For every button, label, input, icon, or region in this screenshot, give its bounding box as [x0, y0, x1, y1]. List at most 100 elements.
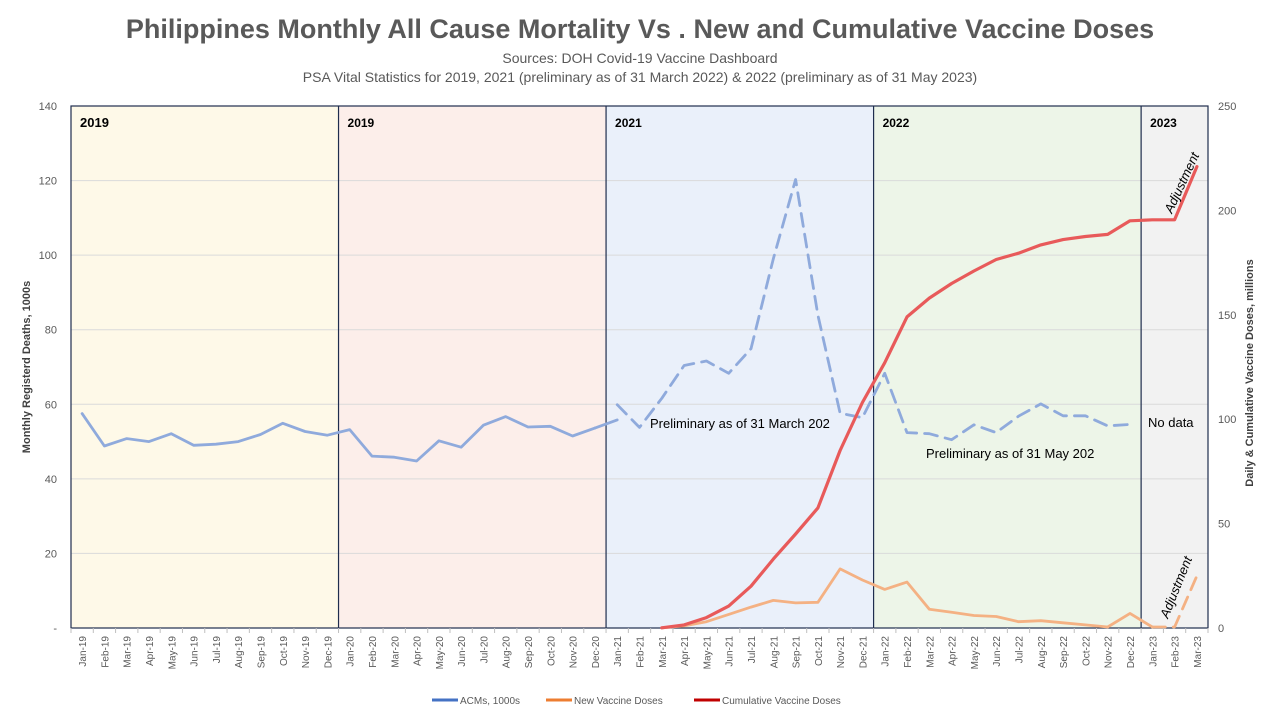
- x-tick-label: Jul-20: [479, 636, 490, 664]
- y-left-tick-label: 120: [39, 176, 57, 188]
- year-band-3: [873, 106, 1142, 628]
- x-tick-label: Feb-22: [903, 636, 914, 668]
- x-tick-label: Nov-19: [301, 636, 312, 669]
- data-series: [80, 165, 1199, 630]
- x-tick-label: Mar-21: [658, 636, 669, 668]
- x-tick-label: Feb-21: [636, 636, 647, 668]
- x-tick-label: Jan-20: [346, 636, 357, 667]
- x-tick-label: Jun-20: [457, 636, 468, 667]
- series-line-2-segment-0: [660, 165, 1199, 630]
- year-band-label: 2019: [348, 116, 375, 130]
- year-band-label: 2019: [80, 115, 109, 130]
- x-tick-label: Aug-21: [769, 636, 780, 669]
- y-right-tick-label: 250: [1218, 101, 1236, 113]
- year-band-label: 2023: [1150, 116, 1177, 130]
- x-tick-label: Dec-22: [1126, 636, 1137, 669]
- chart-title: Philippines Monthly All Cause Mortality …: [125, 14, 1155, 44]
- series-line-1-segment-1: [1150, 574, 1199, 629]
- year-band-0: [71, 106, 339, 628]
- y-left-tick-label: -: [53, 623, 57, 635]
- y-left-tick-label: 60: [45, 399, 57, 411]
- annotation-preliminary-2021: Preliminary as of 31 March 202: [650, 416, 830, 431]
- y-right-tick-label: 0: [1218, 623, 1224, 635]
- x-tick-label: Feb-20: [368, 636, 379, 668]
- legend-label-1: New Vaccine Doses: [574, 696, 663, 707]
- chart-subtitle-sources: Sources: DOH Covid-19 Vaccine Dashboard: [502, 50, 778, 66]
- x-tick-label: Sep-19: [257, 636, 268, 669]
- chart-subtitle-statistics: PSA Vital Statistics for 2019, 2021 (pre…: [302, 69, 978, 85]
- y-right-axis-title: Daily & Cumulative Vaccine Doses, millio…: [1244, 259, 1256, 486]
- x-tick-label: May-22: [970, 636, 981, 670]
- x-tick-label: Jun-21: [725, 636, 736, 667]
- x-tick-label: Jul-21: [747, 636, 758, 664]
- x-tick-label: May-19: [167, 636, 178, 670]
- year-band-label: 2021: [615, 116, 642, 130]
- y-right-tick-label: 50: [1218, 519, 1230, 531]
- x-tick-label: Jan-21: [613, 636, 624, 667]
- x-tick-label: Aug-20: [502, 636, 513, 669]
- x-tick-label: Nov-21: [836, 636, 847, 669]
- x-tick-label: Apr-20: [413, 636, 424, 666]
- x-tick-label: Nov-22: [1104, 636, 1115, 669]
- legend: ACMs, 1000s New Vaccine Doses Cumulative V…: [432, 696, 841, 707]
- x-tick-label: Mar-19: [123, 636, 134, 668]
- x-tick-label: Mar-22: [925, 636, 936, 668]
- annotation-no-data: No data: [1148, 415, 1194, 430]
- year-band-1: [338, 106, 607, 628]
- y-left-tick-label: 40: [45, 474, 57, 486]
- series-line-0-segment-2: [615, 178, 1132, 442]
- x-tick-label: Jun-19: [190, 636, 201, 667]
- gridlines: [71, 180, 1208, 554]
- x-tick-label: Jan-23: [1148, 636, 1159, 667]
- x-tick-label: Feb-19: [100, 636, 111, 668]
- series-line-1-segment-0: [660, 567, 1154, 630]
- legend-label-2: Cumulative Vaccine Doses: [722, 696, 841, 707]
- x-tick-label: Apr-22: [948, 636, 959, 666]
- x-tick-label: Mar-23: [1193, 636, 1204, 668]
- y-right-tick-label: 100: [1218, 414, 1236, 426]
- year-bands: [71, 106, 1208, 628]
- y-right-tick-label: 150: [1218, 310, 1236, 322]
- year-band-4: [1141, 106, 1208, 628]
- x-tick-label: Dec-20: [591, 636, 602, 669]
- plot-frame: [70, 105, 1209, 629]
- annotation-preliminary-2022: Preliminary as of 31 May 202: [926, 446, 1094, 461]
- x-tick-label: Sep-20: [524, 636, 535, 669]
- x-tick-label: Dec-21: [858, 636, 869, 669]
- year-dividers: [70, 105, 1209, 629]
- y-left-tick-label: 20: [45, 548, 57, 560]
- x-tick-label: Oct-22: [1081, 636, 1092, 666]
- legend-label-0: ACMs, 1000s: [460, 696, 520, 707]
- series-line-0-segment-1: [593, 418, 619, 430]
- x-tick-label: Jul-22: [1015, 636, 1026, 664]
- x-tick-label: Apr-21: [680, 636, 691, 666]
- x-tick-label: Oct-21: [814, 636, 825, 666]
- axes: - 20 40 60 80 100 120 140 0 50 100 150 200 250 Jan-19 F…: [21, 101, 1256, 669]
- x-tick-label: Nov-20: [569, 636, 580, 669]
- x-tick-label: May-21: [702, 636, 713, 670]
- x-tick-label: Aug-22: [1037, 636, 1048, 669]
- x-tick-label: Oct-19: [279, 636, 290, 666]
- y-left-tick-label: 80: [45, 325, 57, 337]
- x-tick-label: Sep-22: [1059, 636, 1070, 669]
- series-line-0-segment-0: [80, 412, 597, 463]
- x-tick-label: Mar-20: [390, 636, 401, 668]
- x-tick-label: Jun-22: [992, 636, 1003, 667]
- x-tick-label: Jan-22: [881, 636, 892, 667]
- year-band-2: [606, 106, 874, 628]
- year-band-label: 2022: [883, 116, 910, 130]
- x-tick-label: Jul-19: [212, 636, 223, 664]
- x-tick-label: Sep-21: [792, 636, 803, 669]
- x-tick-label: Apr-19: [145, 636, 156, 666]
- x-tick-label: Dec-19: [323, 636, 334, 669]
- x-tick-label: Oct-20: [546, 636, 557, 666]
- x-tick-label: May-20: [435, 636, 446, 670]
- y-left-tick-label: 140: [39, 101, 57, 113]
- x-tick-label: Feb-23: [1171, 636, 1182, 668]
- x-tick-label: Jan-19: [78, 636, 89, 667]
- y-right-tick-label: 200: [1218, 205, 1236, 217]
- y-left-axis-title: Monthly Registerd Deaths, 1000s: [21, 281, 33, 453]
- y-left-tick-label: 100: [39, 250, 57, 262]
- x-tick-label: Aug-19: [234, 636, 245, 669]
